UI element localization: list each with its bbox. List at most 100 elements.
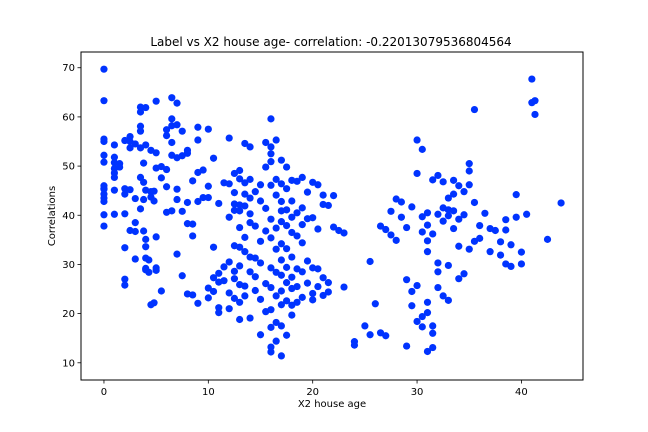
data-point: [429, 322, 437, 330]
x-tick-label: 10: [202, 387, 215, 398]
data-point: [470, 105, 479, 114]
data-point: [444, 212, 452, 220]
data-point: [230, 294, 239, 302]
data-point: [272, 292, 280, 300]
data-point: [455, 215, 463, 223]
data-point: [418, 323, 426, 331]
data-point: [277, 301, 285, 309]
y-tick-label: 70: [62, 63, 75, 74]
data-point: [449, 224, 458, 233]
data-point: [319, 191, 327, 199]
data-point: [152, 233, 160, 241]
data-point: [272, 191, 280, 199]
data-point: [136, 122, 145, 130]
data-point: [531, 97, 539, 105]
data-point: [241, 233, 249, 241]
data-point: [288, 273, 296, 281]
data-point: [126, 186, 134, 194]
data-point: [157, 287, 165, 295]
data-point: [126, 144, 134, 152]
data-point: [225, 134, 233, 142]
data-point: [162, 165, 171, 174]
data-point: [100, 97, 108, 105]
data-point: [486, 248, 494, 256]
data-point: [168, 207, 176, 215]
data-point: [429, 176, 437, 184]
data-point: [168, 94, 176, 102]
data-point: [173, 185, 181, 193]
data-point: [491, 226, 499, 235]
data-point: [262, 163, 270, 171]
data-point: [496, 238, 505, 246]
data-point: [262, 138, 270, 147]
data-point: [121, 281, 129, 289]
data-point: [267, 283, 275, 292]
data-point: [209, 154, 218, 162]
data-point: [418, 228, 426, 236]
data-point: [142, 103, 150, 112]
data-point: [449, 176, 458, 184]
data-point: [173, 195, 181, 204]
data-point: [283, 297, 291, 305]
data-point: [121, 190, 129, 198]
data-point: [100, 197, 108, 206]
data-point: [413, 281, 421, 290]
data-point: [230, 206, 239, 214]
data-point: [517, 260, 526, 268]
data-point: [267, 234, 275, 242]
data-point: [136, 144, 145, 152]
data-point: [225, 289, 233, 297]
data-point: [293, 298, 301, 306]
data-point: [423, 347, 432, 356]
data-point: [194, 299, 202, 307]
data-point: [168, 115, 176, 123]
data-point: [121, 244, 129, 252]
data-point: [194, 197, 202, 206]
x-axis-ticks: 0 10 20 30 40: [101, 380, 528, 398]
data-point: [366, 331, 374, 339]
data-point: [241, 202, 249, 210]
data-point: [455, 275, 463, 283]
data-point: [303, 188, 312, 196]
data-point: [178, 207, 186, 215]
data-point: [215, 304, 223, 312]
data-point: [215, 269, 223, 277]
data-point: [142, 235, 150, 243]
data-point: [413, 136, 421, 144]
data-point: [220, 263, 228, 271]
data-point: [204, 182, 212, 190]
data-point: [230, 169, 239, 178]
data-point: [387, 231, 395, 239]
data-point: [230, 189, 239, 197]
data-point: [142, 243, 150, 251]
data-point: [136, 108, 145, 116]
data-point: [220, 277, 228, 285]
data-point: [429, 343, 437, 352]
data-point: [434, 171, 442, 180]
data-points: [100, 65, 565, 360]
data-point: [230, 275, 239, 283]
data-point: [376, 222, 385, 230]
data-point: [288, 213, 296, 221]
data-point: [455, 242, 463, 250]
data-point: [465, 167, 473, 175]
data-point: [225, 258, 233, 266]
data-point: [502, 216, 510, 224]
data-point: [246, 175, 254, 183]
data-point: [444, 194, 452, 202]
x-axis-label: X2 house age: [298, 399, 366, 410]
data-point: [225, 305, 233, 313]
data-point: [251, 254, 259, 262]
data-point: [408, 302, 416, 310]
data-point: [225, 180, 233, 188]
data-point: [557, 199, 565, 207]
data-point: [512, 191, 520, 199]
data-point: [142, 141, 150, 149]
data-point: [241, 292, 249, 300]
data-point: [126, 132, 134, 141]
data-point: [303, 257, 312, 265]
data-point: [121, 210, 129, 218]
data-point: [476, 234, 484, 242]
data-point: [460, 270, 468, 278]
